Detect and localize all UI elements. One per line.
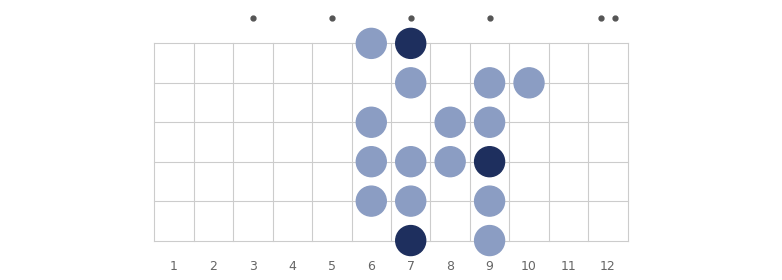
Circle shape xyxy=(475,186,504,216)
Circle shape xyxy=(357,28,386,58)
Circle shape xyxy=(396,28,425,58)
Circle shape xyxy=(475,147,504,177)
Circle shape xyxy=(357,147,386,177)
Circle shape xyxy=(396,68,425,98)
Circle shape xyxy=(475,107,504,137)
Circle shape xyxy=(475,68,504,98)
Circle shape xyxy=(514,68,544,98)
Circle shape xyxy=(357,186,386,216)
Circle shape xyxy=(475,226,504,256)
Text: 7: 7 xyxy=(407,260,414,273)
Text: 1: 1 xyxy=(170,260,178,273)
Circle shape xyxy=(435,147,465,177)
Text: 6: 6 xyxy=(368,260,375,273)
Circle shape xyxy=(396,186,425,216)
Text: 5: 5 xyxy=(328,260,335,273)
Text: 4: 4 xyxy=(289,260,296,273)
Circle shape xyxy=(435,107,465,137)
Text: 8: 8 xyxy=(447,260,454,273)
Text: 9: 9 xyxy=(486,260,493,273)
Text: 10: 10 xyxy=(521,260,537,273)
Circle shape xyxy=(357,107,386,137)
Circle shape xyxy=(396,147,425,177)
Circle shape xyxy=(396,226,425,256)
Text: 11: 11 xyxy=(561,260,576,273)
Text: 3: 3 xyxy=(249,260,257,273)
Text: 12: 12 xyxy=(600,260,615,273)
Text: 2: 2 xyxy=(210,260,217,273)
